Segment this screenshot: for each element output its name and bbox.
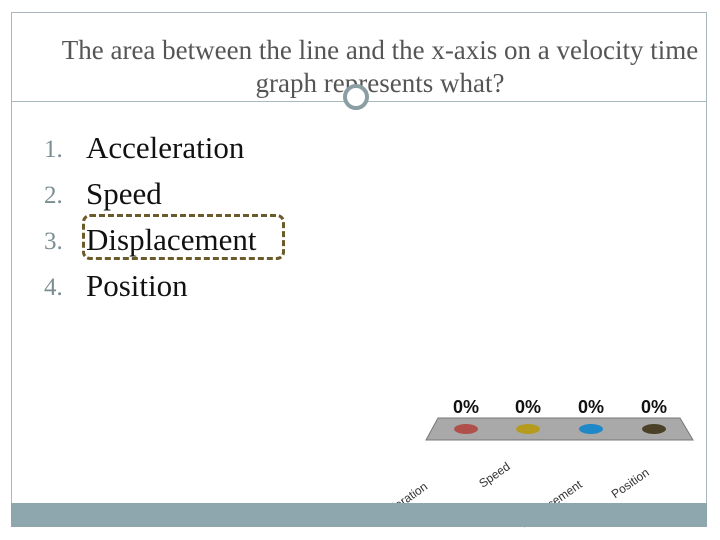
bar-base-speed (516, 424, 540, 434)
option-label: Position (86, 268, 188, 303)
bar-value-label: 0% (514, 397, 541, 417)
option-label: Displacement (86, 222, 257, 257)
option-number: 4. (44, 274, 63, 301)
option-number: 1. (44, 136, 63, 163)
option-label: Acceleration (86, 130, 245, 165)
bar-value-label: 0% (640, 397, 667, 417)
bar-value-label: 0% (452, 397, 479, 417)
bar-base-displacement (579, 424, 603, 434)
selected-answer-highlight (82, 214, 285, 260)
option-number: 3. (44, 228, 63, 255)
bar-value-label: 0% (577, 397, 604, 417)
footer-bar (11, 503, 707, 527)
chart-floor (425, 417, 694, 441)
option-label: Speed (86, 176, 162, 211)
option-number: 2. (44, 182, 63, 209)
bar-base-position (642, 424, 666, 434)
question-title: The area between the line and the x-axis… (61, 35, 699, 98)
circle-icon (343, 84, 369, 110)
bar-base-acceleration (454, 424, 478, 434)
